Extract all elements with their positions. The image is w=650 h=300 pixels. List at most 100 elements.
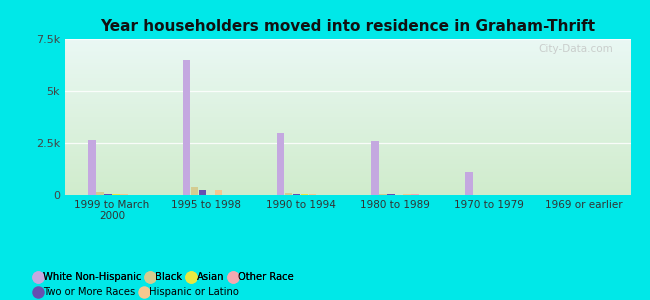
- Bar: [65, 82, 630, 83]
- Bar: [65, 153, 630, 155]
- Bar: [65, 52, 630, 53]
- Bar: [65, 117, 630, 118]
- Bar: [65, 108, 630, 109]
- Bar: [65, 40, 630, 42]
- Legend: White Non-Hispanic, Black, Asian, Other Race: White Non-Hispanic, Black, Asian, Other …: [31, 268, 298, 286]
- Bar: [65, 64, 630, 65]
- Bar: [293, 194, 300, 195]
- Bar: [88, 140, 96, 195]
- Bar: [65, 173, 630, 174]
- Bar: [65, 187, 630, 188]
- Bar: [65, 57, 630, 59]
- Bar: [65, 129, 630, 130]
- Bar: [65, 114, 630, 116]
- Bar: [65, 124, 630, 125]
- Bar: [65, 146, 630, 147]
- Bar: [65, 98, 630, 99]
- Bar: [65, 163, 630, 164]
- Bar: [65, 101, 630, 103]
- Bar: [65, 190, 630, 191]
- Bar: [65, 144, 630, 145]
- Bar: [65, 105, 630, 106]
- Bar: [190, 187, 198, 195]
- Bar: [65, 178, 630, 179]
- Bar: [65, 126, 630, 128]
- Bar: [65, 142, 630, 143]
- Bar: [65, 157, 630, 159]
- Bar: [65, 140, 630, 142]
- Bar: [65, 176, 630, 177]
- Bar: [65, 138, 630, 139]
- Bar: [112, 194, 120, 195]
- Bar: [65, 152, 630, 153]
- Bar: [65, 133, 630, 134]
- Bar: [65, 73, 630, 74]
- Bar: [65, 181, 630, 182]
- Bar: [65, 109, 630, 110]
- Bar: [65, 130, 630, 131]
- Bar: [65, 95, 630, 96]
- Bar: [214, 190, 222, 195]
- Bar: [65, 194, 630, 195]
- Bar: [65, 135, 630, 136]
- Bar: [65, 56, 630, 57]
- Bar: [65, 61, 630, 62]
- Bar: [65, 51, 630, 52]
- Bar: [65, 156, 630, 157]
- Bar: [65, 131, 630, 133]
- Bar: [65, 103, 630, 104]
- Bar: [65, 184, 630, 186]
- Bar: [65, 177, 630, 178]
- Bar: [301, 194, 308, 195]
- Bar: [65, 88, 630, 90]
- Bar: [65, 120, 630, 121]
- Bar: [65, 160, 630, 161]
- Bar: [65, 78, 630, 79]
- Bar: [65, 79, 630, 81]
- Bar: [65, 165, 630, 166]
- Bar: [65, 50, 630, 51]
- Bar: [65, 39, 630, 40]
- Bar: [285, 193, 292, 195]
- Bar: [65, 81, 630, 82]
- Text: City-Data.com: City-Data.com: [539, 44, 614, 54]
- Bar: [65, 168, 630, 169]
- Bar: [65, 148, 630, 149]
- Bar: [65, 125, 630, 126]
- Bar: [379, 194, 387, 195]
- Bar: [65, 100, 630, 101]
- Bar: [65, 71, 630, 73]
- Bar: [65, 121, 630, 122]
- Bar: [183, 60, 190, 195]
- Bar: [277, 133, 284, 195]
- Bar: [65, 44, 630, 46]
- Bar: [65, 75, 630, 77]
- Bar: [65, 47, 630, 48]
- Bar: [65, 116, 630, 117]
- Bar: [65, 86, 630, 87]
- Bar: [65, 143, 630, 144]
- Bar: [65, 87, 630, 88]
- Bar: [65, 134, 630, 135]
- Bar: [96, 192, 104, 195]
- Bar: [65, 122, 630, 124]
- Bar: [65, 48, 630, 50]
- Bar: [65, 42, 630, 43]
- Bar: [65, 164, 630, 165]
- Bar: [65, 179, 630, 181]
- Bar: [65, 91, 630, 92]
- Bar: [65, 58, 630, 60]
- Bar: [65, 77, 630, 78]
- Bar: [65, 128, 630, 129]
- Bar: [65, 151, 630, 152]
- Bar: [65, 169, 630, 170]
- Bar: [65, 65, 630, 66]
- Bar: [65, 55, 630, 56]
- Bar: [65, 53, 630, 55]
- Bar: [65, 188, 630, 190]
- Bar: [65, 94, 630, 95]
- Bar: [105, 194, 112, 195]
- Bar: [65, 60, 630, 61]
- Bar: [65, 139, 630, 140]
- Bar: [65, 161, 630, 163]
